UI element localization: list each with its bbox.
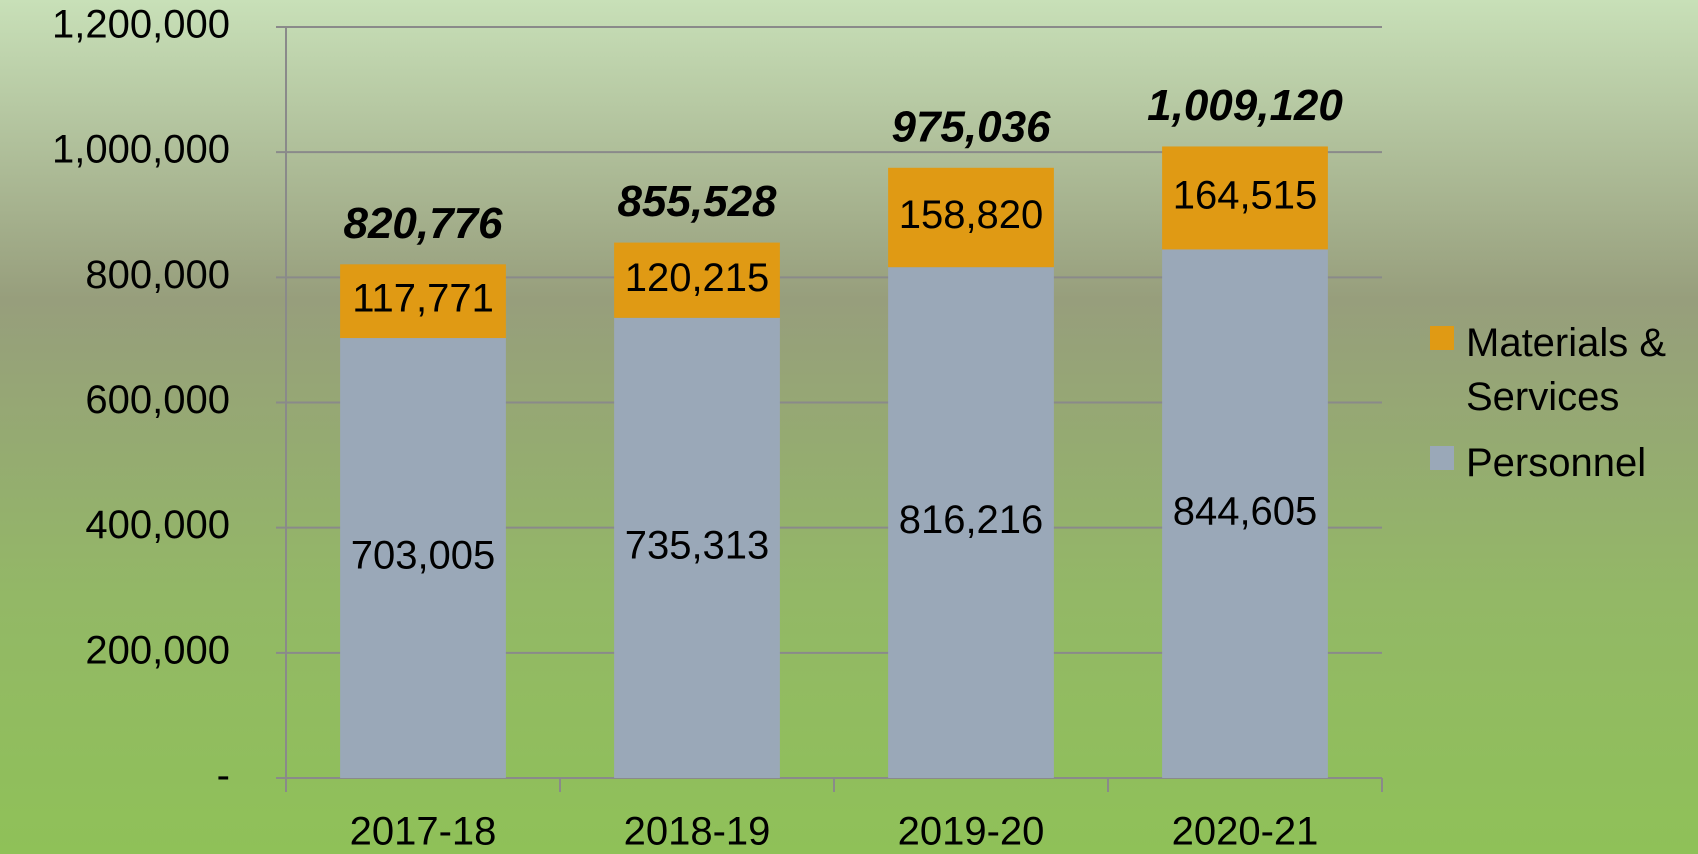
legend-swatch xyxy=(1430,326,1454,350)
total-label: 855,528 xyxy=(617,177,777,226)
legend-item: Materials & Services xyxy=(1430,316,1686,424)
total-label: 1,009,120 xyxy=(1147,81,1343,130)
bar-segment xyxy=(614,242,780,318)
data-label: 120,215 xyxy=(625,256,770,300)
x-tick-label: 2018-19 xyxy=(624,810,771,854)
y-tick-label: 1,200,000 xyxy=(52,3,230,47)
x-tick-label: 2017-18 xyxy=(350,810,497,854)
bar-segment xyxy=(340,338,506,778)
data-label: 117,771 xyxy=(352,277,494,321)
bar-segment xyxy=(888,167,1054,268)
y-tick-label: 800,000 xyxy=(85,253,230,297)
bar-segment xyxy=(1162,249,1328,778)
data-label: 164,515 xyxy=(1173,174,1318,218)
y-tick-label: 1,000,000 xyxy=(52,128,230,172)
x-tick-label: 2020-21 xyxy=(1172,810,1319,854)
bar-segment xyxy=(614,317,780,778)
x-tick-label: 2019-20 xyxy=(898,810,1045,854)
data-label: 703,005 xyxy=(351,534,496,578)
data-label: 735,313 xyxy=(625,523,770,567)
legend: Materials & Services Personnel xyxy=(1430,316,1686,502)
total-label: 975,036 xyxy=(891,102,1051,151)
total-label: 820,776 xyxy=(343,199,503,248)
bar-segment xyxy=(888,267,1054,778)
data-label: 158,820 xyxy=(899,193,1044,237)
legend-item: Personnel xyxy=(1430,436,1686,490)
bar-segment xyxy=(1162,146,1328,250)
data-label: 844,605 xyxy=(1173,489,1318,533)
y-tick-label: 400,000 xyxy=(85,503,230,547)
bar-segment xyxy=(340,264,506,339)
y-tick-label: - xyxy=(217,754,230,798)
legend-label: Personnel xyxy=(1466,441,1647,485)
data-label: 816,216 xyxy=(899,498,1044,542)
legend-swatch xyxy=(1430,446,1454,470)
legend-label: Materials & Services xyxy=(1466,321,1667,419)
y-tick-label: 600,000 xyxy=(85,378,230,422)
y-tick-label: 200,000 xyxy=(85,628,230,672)
